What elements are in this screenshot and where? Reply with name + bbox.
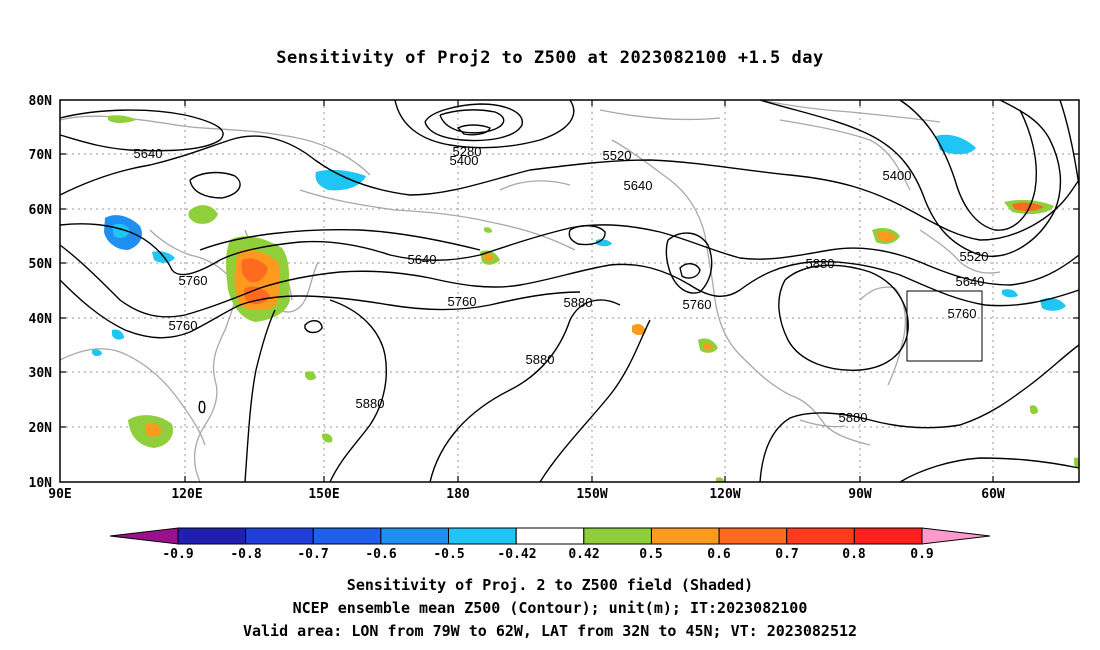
footer-line-1: Sensitivity of Proj. 2 to Z500 field (Sh… — [346, 576, 754, 594]
colorbar-tick-label: -0.42 — [497, 547, 536, 562]
lat-label: 40N — [29, 312, 53, 327]
colorbar-tick-label: 0.7 — [775, 547, 798, 562]
contour-label: 5400 — [883, 168, 912, 183]
contour-label: 5640 — [624, 178, 653, 193]
contour-label: 5520 — [603, 148, 632, 163]
lon-label: 120W — [709, 487, 740, 502]
colorbar-tick-label: -0.6 — [365, 547, 396, 562]
colorbar — [109, 527, 991, 545]
contour-label: 5760 — [683, 297, 712, 312]
colorbar-tick-label: 0.9 — [910, 547, 933, 562]
contour-label: 5400 — [450, 153, 479, 168]
colorbar-cell — [718, 527, 788, 545]
contour-label: 5880 — [839, 410, 868, 425]
lon-label: 90E — [48, 487, 71, 502]
colorbar-cell — [312, 527, 382, 545]
contour-label: 5880 — [806, 256, 835, 271]
colorbar-tick-label: -0.8 — [230, 547, 261, 562]
lat-label: 30N — [29, 366, 53, 381]
colorbar-tick-label: 0.6 — [707, 547, 731, 562]
colorbar-tick-label: -0.7 — [297, 547, 328, 562]
colorbar-tick-label: -0.5 — [433, 547, 464, 562]
colorbar-cell — [583, 527, 652, 545]
contour-label: 5760 — [448, 294, 477, 309]
coastlines — [59, 99, 1001, 483]
colorbar-cell — [380, 527, 449, 545]
valid-area-box — [906, 290, 983, 362]
axis-ticks — [60, 100, 1079, 482]
colorbar-tick-label: 0.8 — [842, 547, 866, 562]
lon-label: 120E — [171, 487, 202, 502]
lon-label: 180 — [446, 487, 470, 502]
lat-label: 80N — [29, 94, 53, 109]
map-frame — [59, 99, 1080, 483]
colorbar-cell — [515, 527, 585, 545]
lat-label: 50N — [29, 257, 53, 272]
lat-label: 10N — [29, 476, 53, 491]
colorbar-right-triangle — [921, 527, 991, 545]
lat-label: 70N — [29, 148, 53, 163]
lon-label: 150W — [576, 487, 607, 502]
lon-label: 60W — [981, 487, 1005, 502]
colorbar-tick-label: 0.42 — [568, 547, 599, 562]
lon-label: 150E — [308, 487, 339, 502]
colorbar-tick-label: 0.5 — [639, 547, 662, 562]
colorbar-tick-label: -0.9 — [162, 547, 193, 562]
contour-label: 5880 — [356, 396, 385, 411]
colorbar-cell — [786, 527, 855, 545]
contour-label: 5760 — [948, 306, 977, 321]
contour-label: 5880 — [564, 295, 593, 310]
contour-label: 5520 — [960, 249, 989, 264]
colorbar-left-triangle — [109, 527, 179, 545]
contour-label: 5640 — [956, 274, 985, 289]
contour-label: 5640 — [408, 252, 437, 267]
colorbar-cell — [651, 527, 720, 545]
colorbar-cell — [177, 527, 247, 545]
contour-label: 5280 — [453, 144, 482, 159]
colorbar-labels: -0.9 -0.8 -0.7 -0.6 -0.5 -0.42 0.42 0.5 … — [162, 547, 933, 562]
contour-label: 5640 — [134, 146, 163, 161]
footer-line-2: NCEP ensemble mean Z500 (Contour); unit(… — [292, 599, 808, 617]
contour-label: 5760 — [169, 318, 198, 333]
z500-contours — [59, 99, 1080, 483]
lat-label: 60N — [29, 203, 53, 218]
lat-label: 20N — [29, 421, 53, 436]
contour-label: 5880 — [526, 352, 555, 367]
footer-line-3: Valid area: LON from 79W to 62W, LAT fro… — [242, 622, 858, 640]
map-title: Sensitivity of Proj2 to Z500 at 20230821… — [276, 48, 824, 68]
sensitivity-shading — [92, 115, 1080, 482]
lon-label: 90W — [848, 487, 872, 502]
colorbar-cell — [448, 527, 517, 545]
colorbar-cell — [853, 527, 923, 545]
footer: Sensitivity of Proj. 2 to Z500 field (Sh… — [0, 574, 1100, 643]
colorbar-cell — [245, 527, 314, 545]
contour-label: 5760 — [179, 273, 208, 288]
contour-labels: 5640 5280 5400 5520 5640 5400 5640 5520 … — [134, 144, 989, 425]
